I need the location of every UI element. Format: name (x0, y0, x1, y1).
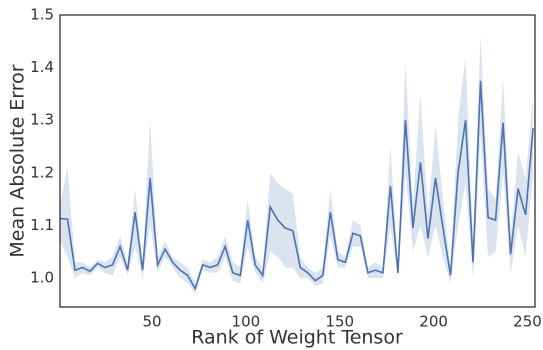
x-tick-label: 100 (232, 313, 261, 331)
x-tick-label: 200 (419, 313, 448, 331)
plot-frame (59, 14, 536, 308)
x-axis-label: Rank of Weight Tensor (191, 327, 403, 349)
y-tick-label: 1.0 (30, 269, 54, 287)
x-tick-label: 250 (513, 313, 542, 331)
x-tick-label: 150 (325, 313, 354, 331)
y-tick-label: 1.2 (30, 163, 54, 181)
y-tick-label: 1.1 (30, 216, 54, 234)
y-tick-label: 1.4 (30, 58, 54, 76)
confidence-band (60, 36, 534, 294)
data-line (59, 80, 534, 291)
y-tick-label: 1.3 (30, 111, 54, 129)
y-axis-label: Mean Absolute Error (7, 64, 29, 257)
y-tick-label: 1.5 (30, 6, 54, 24)
x-tick-label: 50 (142, 313, 161, 331)
